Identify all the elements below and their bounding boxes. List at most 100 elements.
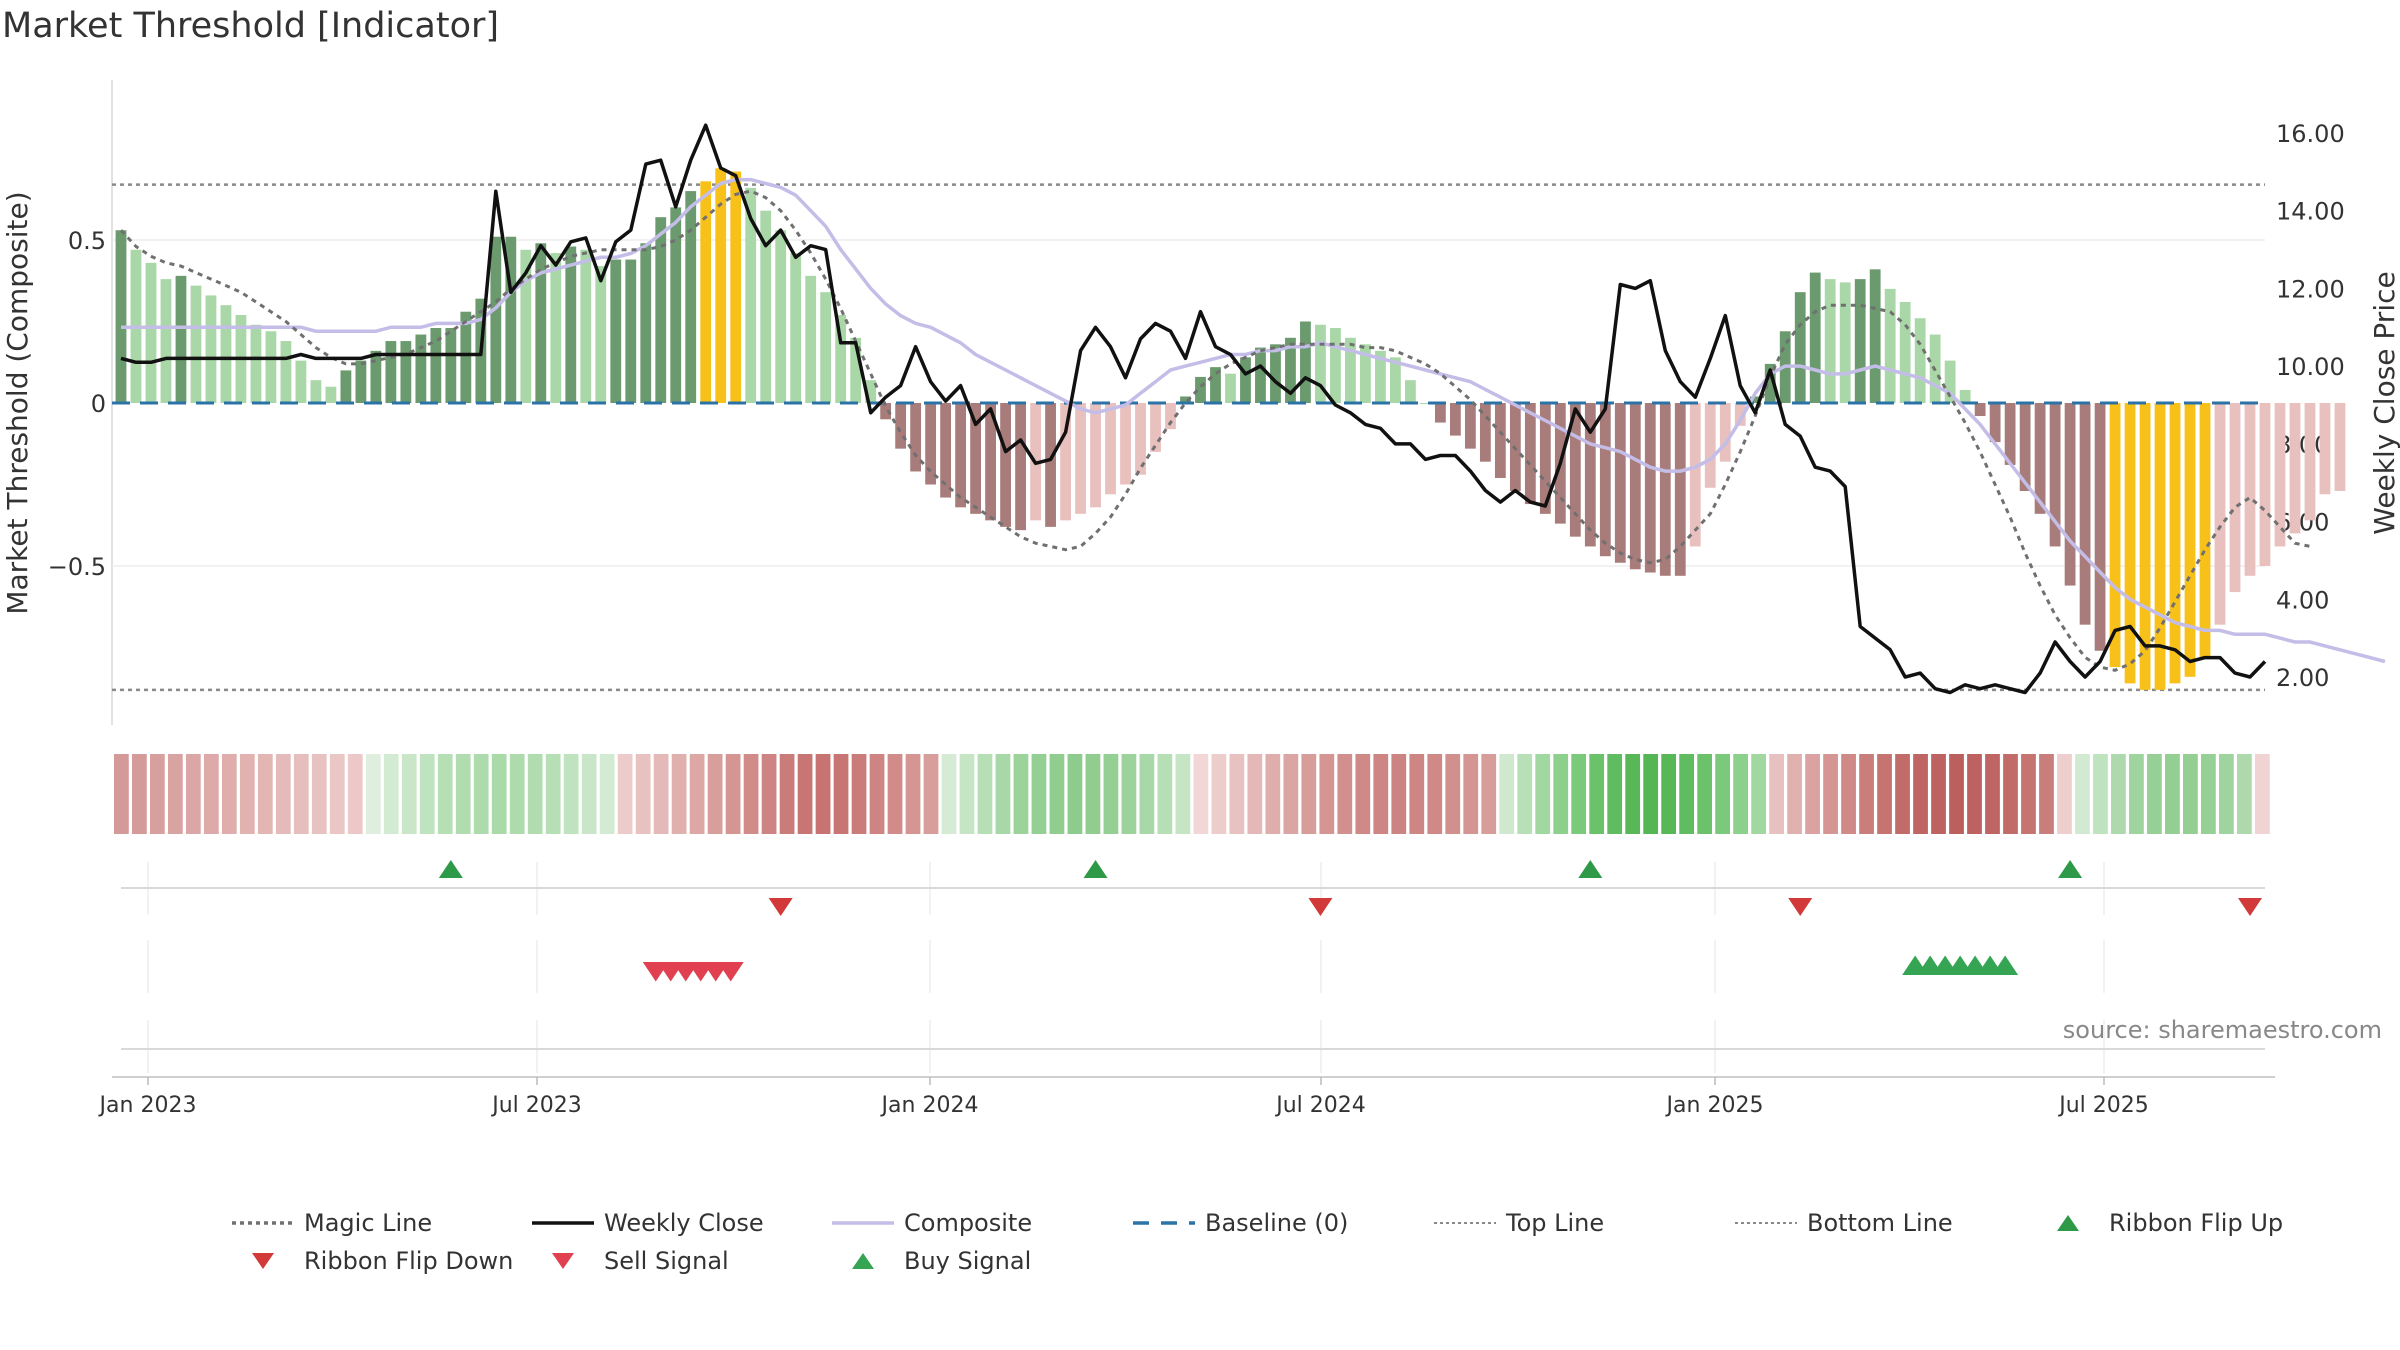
composite-bar [970, 403, 981, 514]
composite-bar [880, 403, 892, 420]
ribbon-flip-down-marker [2238, 898, 2263, 916]
composite-bar [835, 314, 847, 403]
composite-bar [1584, 403, 1596, 547]
ribbon-cell [149, 754, 165, 834]
composite-bar [2169, 403, 2181, 684]
composite-bar [1629, 403, 1641, 570]
composite-bar [2064, 403, 2076, 586]
composite-bar [355, 360, 367, 403]
legend-swatch [532, 1221, 594, 1225]
ribbon-cell [1049, 754, 1065, 834]
y-axis-label: Market Threshold (Composite) [1, 191, 34, 614]
composite-bar [1090, 403, 1101, 508]
ribbon-cell [833, 754, 849, 834]
composite-bar [1899, 301, 1911, 403]
composite-bar [295, 360, 307, 403]
ribbon-flip-up-marker [1083, 860, 1108, 878]
legend-item: Composite [830, 1206, 1032, 1240]
composite-bar [565, 246, 577, 403]
composite-bar [160, 279, 172, 403]
composite-bar [145, 262, 157, 403]
ribbon-cell [1463, 754, 1479, 834]
ribbon-cell [2201, 754, 2216, 834]
ribbon-cell [923, 754, 939, 834]
ribbon-cell [1967, 754, 1982, 834]
composite-bar [925, 403, 937, 485]
legend-item: Weekly Close [530, 1206, 764, 1240]
ribbon-cell [1715, 754, 1731, 834]
composite-bar [2334, 403, 2346, 492]
composite-bar [1989, 403, 2001, 443]
ribbon-cell [1085, 754, 1101, 834]
ribbon-cell [1013, 754, 1029, 834]
ribbon-cell [1607, 754, 1623, 834]
composite-bar [580, 249, 592, 403]
ribbon-cell [1895, 754, 1910, 834]
composite-bar [865, 380, 877, 403]
ribbon-cell [1031, 754, 1047, 834]
composite-bar [955, 403, 967, 508]
composite-bar [2079, 403, 2091, 625]
ribbon-cell [509, 754, 525, 834]
ribbon-cell [131, 754, 147, 834]
composite-bar [1330, 328, 1341, 403]
y2-tick-label: 4.00 [2276, 586, 2329, 614]
composite-bar [1270, 344, 1281, 403]
x-tick-label: Jul 2023 [490, 1093, 582, 1118]
composite-bar [1315, 324, 1326, 403]
composite-bar [1644, 403, 1656, 573]
legend-label: Magic Line [304, 1209, 433, 1237]
legend-swatch [1735, 1222, 1797, 1224]
y2-tick-label: 14.00 [2276, 198, 2345, 226]
ribbon-flip-down-marker [1788, 898, 1813, 916]
ribbon-cell [2165, 754, 2180, 834]
ribbon-cell [1733, 754, 1748, 834]
ribbon-cell [815, 754, 831, 834]
y-tick-label: 0 [91, 390, 106, 418]
composite-bar [1405, 380, 1416, 403]
composite-bar [1225, 373, 1236, 403]
ribbon-cell [905, 754, 921, 834]
composite-bar [1974, 403, 1986, 417]
composite-bar [550, 253, 562, 403]
composite-bar [325, 386, 337, 403]
ribbon-cell [2039, 754, 2054, 834]
ribbon-cell [1625, 754, 1641, 834]
ribbon-cell [2057, 754, 2072, 834]
legend-item: Sell Signal [530, 1244, 729, 1278]
ribbon-cell [1841, 754, 1856, 834]
ribbon-flip-up-marker [2058, 860, 2083, 878]
composite-bar [460, 311, 472, 403]
legend-label: Weekly Close [604, 1209, 764, 1237]
ribbon-flip-down-marker [1308, 898, 1333, 916]
ribbon-cell [1931, 754, 1946, 834]
composite-bar [655, 217, 667, 403]
composite-bar [1255, 347, 1266, 403]
x-tick-label: Jan 2024 [880, 1093, 979, 1118]
composite-bar [190, 285, 202, 403]
y2-tick-label: 10.00 [2276, 353, 2345, 381]
legend-item: Buy Signal [830, 1244, 1031, 1278]
composite-bar [1839, 282, 1851, 403]
composite-bar [385, 341, 397, 403]
y-tick-label: 0.5 [68, 227, 106, 255]
ribbon-cell [851, 754, 867, 834]
composite-bar [2319, 403, 2331, 495]
composite-bar [1494, 403, 1506, 478]
composite-bar [535, 243, 547, 403]
ribbon-cell [2093, 754, 2108, 834]
composite-bar [850, 337, 862, 403]
composite-bar [1434, 403, 1446, 423]
composite-bar [250, 324, 262, 403]
ribbon-flip-up-marker [1578, 860, 1603, 878]
composite-bar [520, 249, 532, 403]
composite-bar [685, 191, 697, 403]
buy-signal-marker [1992, 955, 2019, 975]
ribbon-cell [2075, 754, 2090, 834]
composite-bar [1464, 403, 1476, 449]
ribbon-cell [293, 754, 309, 834]
legend-item: Top Line [1432, 1206, 1604, 1240]
composite-bar [1390, 357, 1401, 403]
composite-bar [1569, 403, 1581, 537]
composite-bar [1689, 403, 1701, 547]
